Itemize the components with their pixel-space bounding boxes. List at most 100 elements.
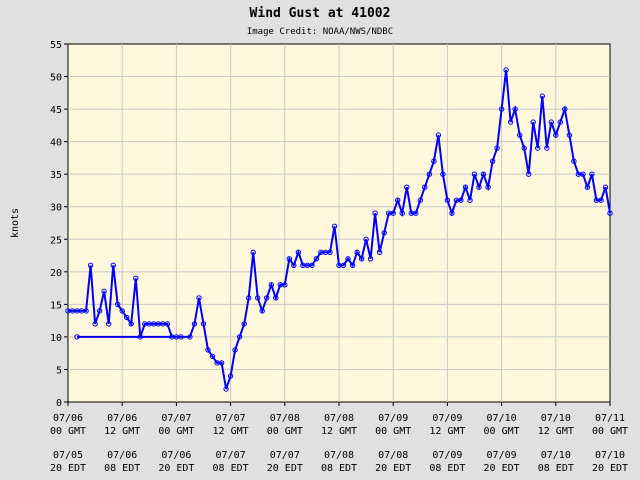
y-tick-label: 10 xyxy=(50,333,62,344)
data-point xyxy=(607,210,613,216)
data-point xyxy=(331,223,338,230)
x-tick-time-gmt: 00 GMT xyxy=(484,426,520,437)
x-tick-date-edt: 07/10 xyxy=(541,450,571,461)
data-point xyxy=(462,184,469,190)
data-point xyxy=(119,308,125,314)
data-point xyxy=(101,288,107,294)
x-tick-date-edt: 07/09 xyxy=(487,450,517,461)
data-point xyxy=(471,171,478,177)
x-tick-time-gmt: 12 GMT xyxy=(321,426,357,437)
data-point xyxy=(449,210,455,216)
data-point xyxy=(282,282,288,288)
data-point xyxy=(517,132,523,138)
data-point xyxy=(381,230,387,236)
data-point xyxy=(530,119,536,125)
x-tick-date-gmt: 07/08 xyxy=(270,413,300,424)
y-axis-label: knots xyxy=(10,208,21,238)
x-tick-date-edt: 07/08 xyxy=(324,450,354,461)
y-tick-label: 5 xyxy=(56,365,62,376)
data-point xyxy=(124,314,130,321)
x-tick-time-gmt: 00 GMT xyxy=(50,426,86,437)
data-point xyxy=(200,321,207,327)
x-tick-time-edt: 08 EDT xyxy=(104,463,140,474)
data-point xyxy=(507,119,514,125)
x-tick-time-edt: 08 EDT xyxy=(213,463,249,474)
data-point xyxy=(128,321,134,327)
x-tick-date-edt: 07/07 xyxy=(270,450,300,461)
data-point xyxy=(96,308,103,314)
data-point xyxy=(191,321,198,327)
data-point xyxy=(458,197,464,203)
data-point xyxy=(164,321,171,327)
data-point xyxy=(187,334,193,340)
data-point xyxy=(83,308,89,314)
data-point xyxy=(232,347,238,353)
data-point xyxy=(133,275,139,281)
data-point xyxy=(404,184,410,190)
data-point xyxy=(413,210,419,216)
data-point xyxy=(422,184,428,190)
data-point xyxy=(553,132,559,138)
data-point xyxy=(205,347,211,353)
data-point xyxy=(435,132,442,138)
data-point xyxy=(327,249,333,256)
data-point xyxy=(74,334,80,340)
data-point xyxy=(223,386,229,392)
data-point xyxy=(395,197,401,203)
x-tick-date-gmt: 07/10 xyxy=(487,413,517,424)
data-point xyxy=(548,119,554,125)
chart-subtitle: Image Credit: NOAA/NWS/NDBC xyxy=(247,27,393,37)
y-tick-label: 50 xyxy=(50,73,62,84)
series-line xyxy=(68,69,611,390)
x-tick-date-gmt: 07/06 xyxy=(53,413,83,424)
data-point xyxy=(580,171,586,177)
data-point xyxy=(273,295,279,301)
data-point xyxy=(345,256,351,262)
data-point xyxy=(286,256,292,262)
data-point xyxy=(313,256,320,262)
data-point xyxy=(241,321,247,327)
data-point xyxy=(571,158,577,164)
y-tick-label: 30 xyxy=(50,203,62,214)
x-tick-time-gmt: 12 GMT xyxy=(429,426,465,437)
data-point xyxy=(137,334,144,340)
data-point xyxy=(250,249,256,256)
x-tick-time-edt: 20 EDT xyxy=(484,463,520,474)
data-point xyxy=(268,282,274,288)
y-tick-label: 20 xyxy=(50,268,62,279)
data-point xyxy=(196,295,202,301)
x-axis-ticks: 07/06 00 GMT 07/06 12 GMT 07/07 00 GMT 07/07 12… xyxy=(50,402,628,474)
data-point xyxy=(259,308,265,314)
x-tick-time-gmt: 00 GMT xyxy=(158,426,194,437)
x-tick-date-gmt: 07/06 xyxy=(107,413,137,424)
data-point xyxy=(426,171,432,177)
data-point xyxy=(115,301,121,308)
chart-title: Wind Gust at 41002 xyxy=(250,6,391,21)
data-point xyxy=(535,145,541,151)
x-tick-time-edt: 08 EDT xyxy=(321,463,357,474)
data-point xyxy=(291,262,297,268)
x-tick-date-edt: 07/10 xyxy=(595,450,625,461)
data-point xyxy=(498,106,505,112)
data-point xyxy=(544,145,550,151)
y-axis-ticks: 0 5 10 15 20 25 30 35 40 45 50 55 xyxy=(50,40,68,409)
x-tick-time-gmt: 12 GMT xyxy=(104,426,140,437)
x-tick-date-gmt: 07/08 xyxy=(324,413,354,424)
grid-lines xyxy=(68,44,610,402)
series-wind-gust xyxy=(65,67,613,392)
data-point xyxy=(399,210,405,216)
x-tick-time-edt: 08 EDT xyxy=(538,463,574,474)
data-point xyxy=(309,262,315,268)
x-tick-time-gmt: 12 GMT xyxy=(538,426,574,437)
x-tick-date-edt: 07/06 xyxy=(107,450,137,461)
x-tick-date-gmt: 07/09 xyxy=(432,413,462,424)
x-tick-date-edt: 07/06 xyxy=(161,450,191,461)
data-point xyxy=(209,353,216,360)
y-tick-label: 40 xyxy=(50,138,62,149)
x-tick-time-edt: 08 EDT xyxy=(429,463,465,474)
data-point xyxy=(562,106,568,112)
data-point xyxy=(255,295,261,301)
data-point xyxy=(539,93,545,99)
x-tick-date-edt: 07/07 xyxy=(216,450,246,461)
